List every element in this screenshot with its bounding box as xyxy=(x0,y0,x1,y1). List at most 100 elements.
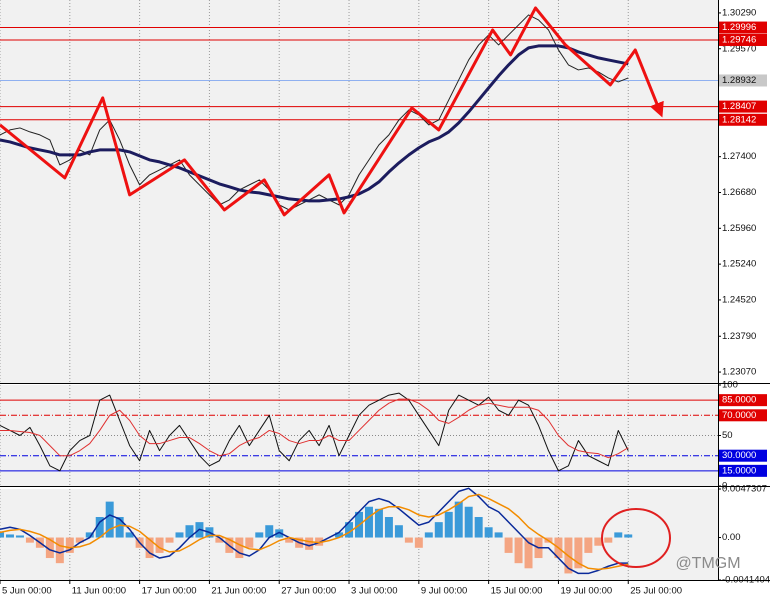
y-tick-label: 1.24520 xyxy=(722,294,756,305)
histogram-bar xyxy=(514,537,523,564)
histogram-bar xyxy=(364,506,373,538)
histogram-bar xyxy=(474,517,483,538)
last-price-label: 1.28932 xyxy=(722,75,756,86)
y-tick-label: 1.23790 xyxy=(722,331,756,342)
histogram-bar xyxy=(165,537,174,543)
y-tick-label: 0.0047307 xyxy=(722,484,767,495)
histogram-bar xyxy=(384,517,393,538)
level-label-box xyxy=(719,394,767,407)
histogram-bar xyxy=(85,532,94,538)
histogram-bar xyxy=(75,537,84,543)
histogram-bar xyxy=(265,525,274,538)
histogram-bar xyxy=(584,537,593,553)
x-tick-label: 27 Jun 00:00 xyxy=(281,586,336,597)
level-label-box xyxy=(719,21,767,34)
level-label: 1.29996 xyxy=(722,22,756,33)
x-tick-label: 15 Jul 00:00 xyxy=(491,586,543,597)
histogram-bar xyxy=(574,537,583,569)
histogram-bar xyxy=(115,517,124,538)
histogram-bar xyxy=(285,537,294,543)
y-tick-label: 50 xyxy=(722,430,733,441)
histogram-bar xyxy=(524,537,533,569)
y-tick-label: 1.23070 xyxy=(722,367,756,378)
histogram-bar xyxy=(245,537,254,548)
histogram-bar xyxy=(0,532,4,538)
histogram-bar xyxy=(454,501,463,538)
series-line xyxy=(0,487,629,575)
x-tick-label: 11 Jun 00:00 xyxy=(72,586,126,597)
x-tick-label: 17 Jun 00:00 xyxy=(142,586,197,597)
histogram-bar xyxy=(255,532,264,538)
series-line xyxy=(0,398,629,459)
y-tick-label: 1.30290 xyxy=(722,7,756,18)
y-tick-label: 1.25240 xyxy=(722,259,756,270)
histogram-bar xyxy=(335,532,344,538)
histogram-bar xyxy=(504,537,513,553)
histogram-bar xyxy=(125,532,134,538)
histogram-bar xyxy=(185,525,194,538)
histogram-bar xyxy=(15,535,24,538)
histogram-bar xyxy=(434,522,443,538)
series-line xyxy=(0,14,629,211)
histogram-bar xyxy=(484,527,493,538)
level-label-box xyxy=(719,464,767,477)
histogram-bar xyxy=(594,537,603,546)
histogram-bar xyxy=(624,534,633,538)
level-label: 1.28142 xyxy=(722,114,756,125)
y-tick-label: 1.26680 xyxy=(722,187,756,198)
histogram-bar xyxy=(145,537,154,559)
level-label-box xyxy=(719,100,767,113)
histogram-bar xyxy=(95,517,104,538)
histogram-bar xyxy=(404,537,413,543)
histogram-bar xyxy=(235,537,244,559)
histogram-bar xyxy=(215,537,224,543)
level-label: 30.0000 xyxy=(722,450,756,461)
series-line xyxy=(0,44,629,203)
level-label: 1.29746 xyxy=(722,35,756,46)
x-tick-label: 5 Jun 00:00 xyxy=(2,586,52,597)
histogram-bar xyxy=(5,534,14,538)
histogram-bar xyxy=(65,537,74,553)
x-tick-label: 9 Jul 00:00 xyxy=(421,586,467,597)
level-label-box xyxy=(719,449,767,462)
histogram-bar xyxy=(45,537,54,559)
level-label-box xyxy=(719,409,767,422)
highlight-circle xyxy=(601,508,671,568)
histogram-bar xyxy=(305,537,314,550)
level-label: 70.0000 xyxy=(722,410,756,421)
histogram-bar xyxy=(464,506,473,538)
y-tick-label: 1.29570 xyxy=(722,43,756,54)
oscillator-panel xyxy=(0,385,718,486)
last-price-box xyxy=(719,74,767,87)
histogram-bar xyxy=(494,532,503,538)
histogram-bar xyxy=(604,537,613,543)
series-line xyxy=(0,493,629,571)
level-label-box xyxy=(719,113,767,126)
histogram-bar xyxy=(105,501,114,538)
x-tick-label: 21 Jun 00:00 xyxy=(211,586,266,597)
x-tick-label: 25 Jul 00:00 xyxy=(630,586,682,597)
y-tick-label: 1.25960 xyxy=(722,223,756,234)
histogram-bar xyxy=(374,508,383,538)
x-tick-label: 19 Jul 00:00 xyxy=(560,586,612,597)
histogram-bar xyxy=(394,525,403,538)
histogram-bar xyxy=(55,537,64,564)
histogram-bar xyxy=(25,537,34,543)
histogram-bar xyxy=(414,537,423,548)
histogram-bar xyxy=(315,537,324,546)
watermark: @TMGM xyxy=(675,555,740,572)
histogram-bar xyxy=(444,511,453,538)
histogram-bar xyxy=(614,532,623,538)
level-label: 15.0000 xyxy=(722,465,756,476)
histogram-bar xyxy=(345,522,354,538)
x-tick-label: 3 Jul 00:00 xyxy=(351,586,397,597)
level-label: 1.28407 xyxy=(722,101,756,112)
histogram-bar xyxy=(155,537,164,553)
level-label: 85.0000 xyxy=(722,395,756,406)
series-line xyxy=(0,392,629,472)
zigzag-arrow xyxy=(0,6,664,217)
y-tick-label: 1.27400 xyxy=(722,151,756,162)
